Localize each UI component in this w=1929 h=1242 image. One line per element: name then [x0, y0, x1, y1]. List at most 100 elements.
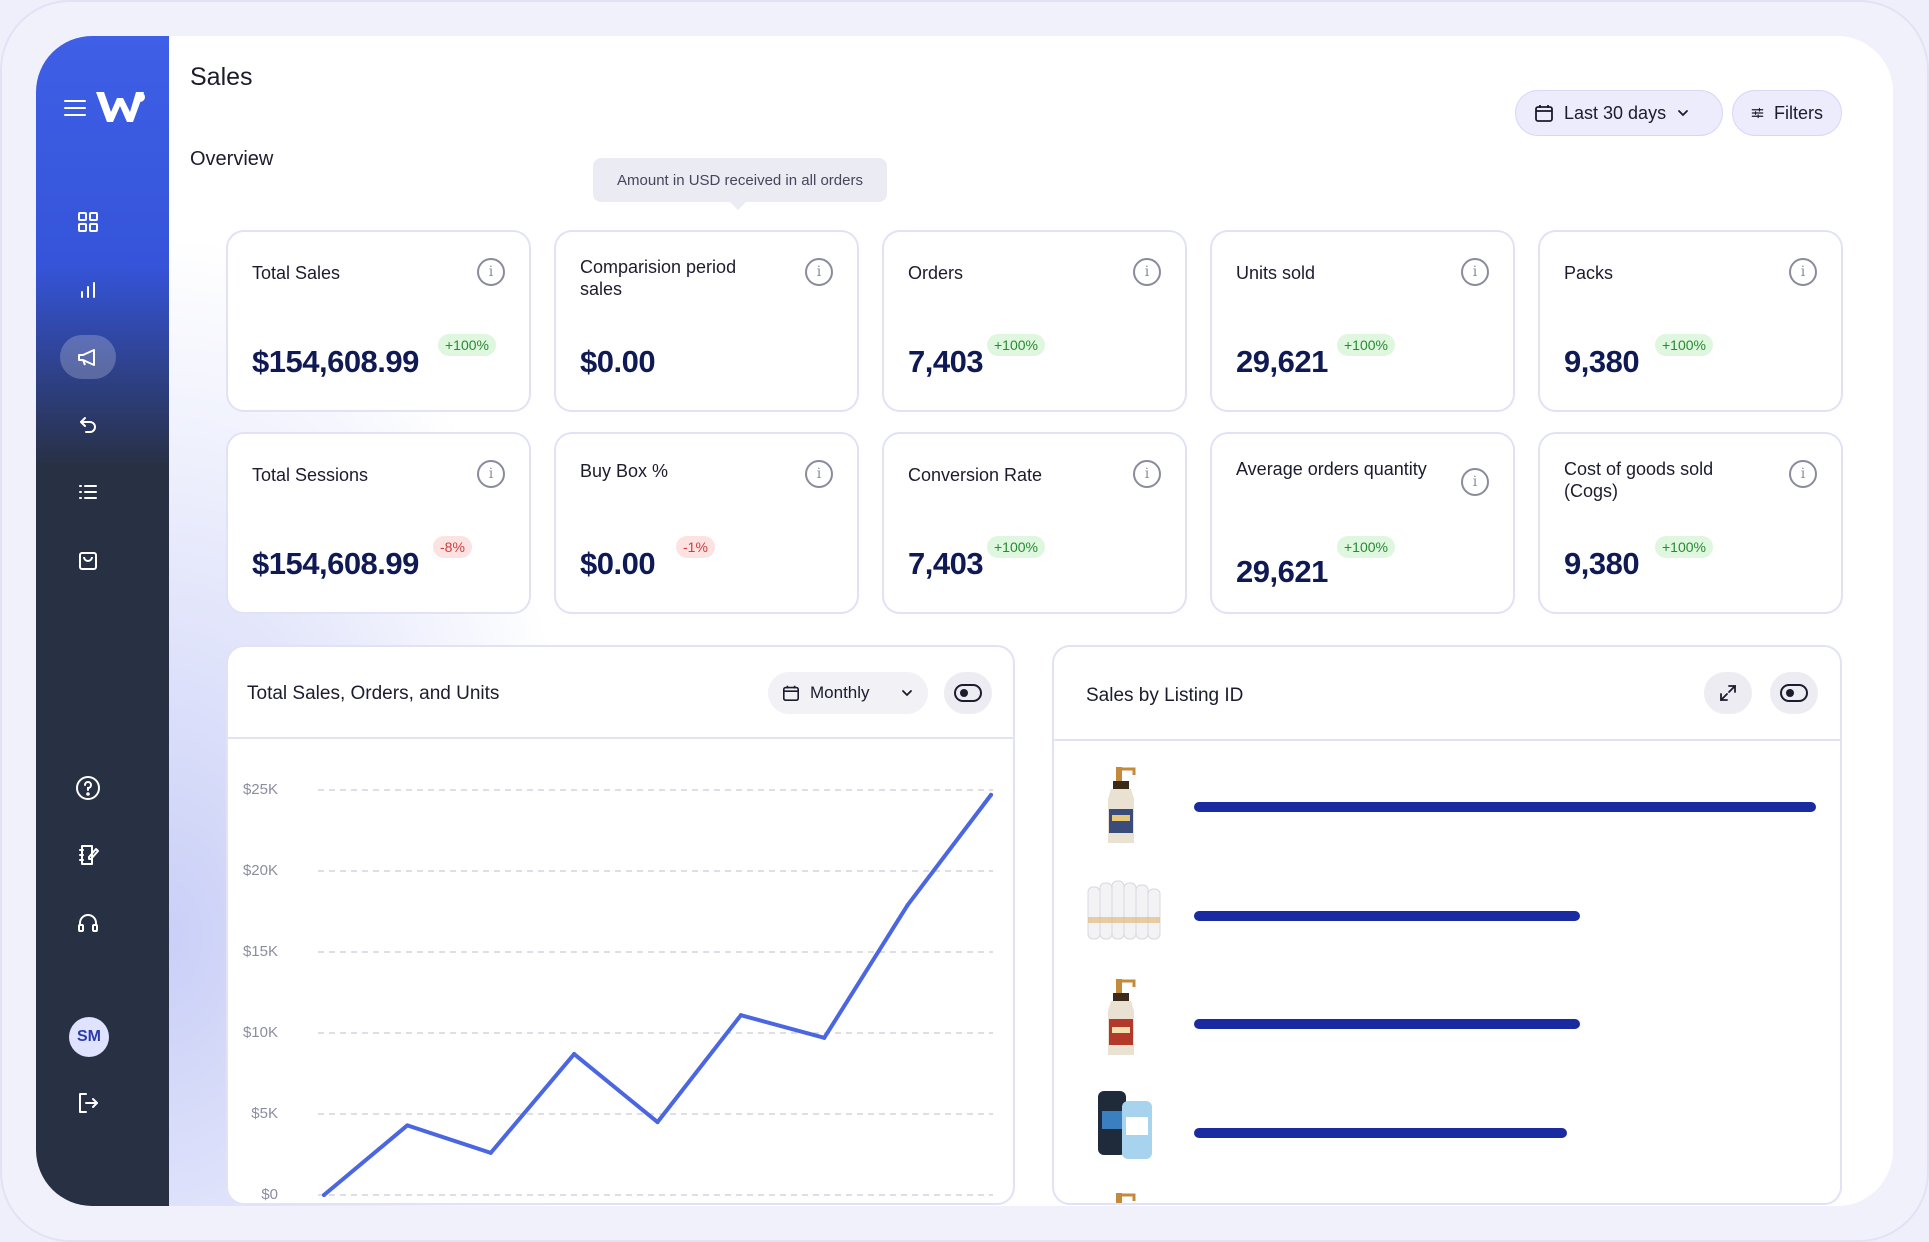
metric-value: $154,608.99: [252, 546, 419, 581]
nav-orders[interactable]: [60, 538, 116, 582]
change-badge: +100%: [987, 536, 1045, 558]
metric-label: Packs: [1564, 263, 1614, 283]
change-badge: +100%: [438, 334, 496, 356]
metric-card-buy-box[interactable]: Buy Box % i $0.00 -1%: [554, 432, 859, 614]
metric-card-average-orders-quantity[interactable]: Average orders quantity i 29,621 +100%: [1210, 432, 1515, 614]
info-icon[interactable]: i: [1461, 258, 1489, 286]
chart-visibility-toggle[interactable]: [944, 672, 992, 714]
metric-card-total-sessions[interactable]: Total Sessions i $154,608.99 -8%: [226, 432, 531, 614]
product-thumbnail-partial: [1116, 1193, 1136, 1203]
panel-divider: [228, 737, 1013, 739]
metric-label: Total Sales: [252, 263, 341, 283]
metric-card-packs[interactable]: Packs i 9,380 +100%: [1538, 230, 1843, 412]
data-point: [405, 1123, 410, 1128]
nav-logout[interactable]: [60, 1081, 116, 1125]
metric-value: $0.00: [580, 344, 656, 379]
metric-card-total-sales[interactable]: Total Sales i $154,608.99 +100%: [226, 230, 531, 412]
info-icon[interactable]: i: [1789, 460, 1817, 488]
metric-label: Buy Box %: [580, 461, 669, 481]
y-tick-label: $15K: [242, 943, 278, 960]
return-icon: [80, 417, 96, 433]
change-badge: +100%: [1655, 334, 1713, 356]
metric-card-units-sold[interactable]: Units sold i 29,621 +100%: [1210, 230, 1515, 412]
metric-card-conversion-rate[interactable]: Conversion Rate i 7,403 +100%: [882, 432, 1187, 614]
metric-label: Cost of goods sold (Cogs): [1564, 459, 1714, 501]
change-badge: +100%: [1337, 334, 1395, 356]
info-icon[interactable]: i: [805, 258, 833, 286]
info-icon[interactable]: i: [1133, 258, 1161, 286]
listing-bar: [1194, 1019, 1580, 1029]
data-point: [488, 1150, 493, 1155]
change-badge: +100%: [1337, 536, 1395, 558]
date-range-button[interactable]: Last 30 days: [1515, 90, 1723, 136]
expand-button[interactable]: [1704, 672, 1752, 714]
metric-card-comparison-sales[interactable]: Comparision period sales i $0.00: [554, 230, 859, 412]
data-point: [322, 1193, 326, 1197]
nav-notes[interactable]: [60, 833, 116, 877]
nav-dashboard[interactable]: [60, 200, 116, 244]
chevron-down-icon: [902, 690, 912, 697]
info-icon[interactable]: i: [1789, 258, 1817, 286]
headset-icon: [78, 914, 98, 932]
metric-value: 9,380: [1564, 546, 1640, 581]
metric-value: 7,403: [908, 344, 984, 379]
product-thumbnail-lotion-pack: [1087, 880, 1161, 940]
metric-label: Total Sessions: [252, 465, 369, 485]
nav-support[interactable]: [60, 901, 116, 945]
dashboard-icon: [78, 212, 98, 232]
avatar[interactable]: SM: [69, 1017, 109, 1057]
change-badge: -8%: [433, 536, 472, 558]
y-tick-label: $5K: [251, 1105, 278, 1122]
info-icon[interactable]: i: [1461, 468, 1489, 496]
listing-visibility-toggle[interactable]: [1770, 672, 1818, 714]
sidebar: SM: [36, 36, 169, 1206]
product-thumbnail-syrup: [1108, 767, 1136, 843]
nav-list[interactable]: [60, 470, 116, 514]
info-icon[interactable]: i: [805, 460, 833, 488]
listing-title: Sales by Listing ID: [1086, 685, 1244, 706]
date-range-label: Last 30 days: [1564, 102, 1667, 123]
metric-card-orders[interactable]: Orders i 7,403 +100%: [882, 230, 1187, 412]
chevron-down-icon: [1678, 110, 1688, 117]
nav-help[interactable]: [60, 766, 116, 810]
toggle-icon: [1780, 684, 1808, 702]
logout-icon: [79, 1093, 98, 1113]
brand-logo: [96, 92, 145, 122]
metric-card-cogs[interactable]: Cost of goods sold (Cogs) i 9,380 +100%: [1538, 432, 1843, 614]
nav-returns[interactable]: [60, 403, 116, 447]
shopping-bag-icon: [79, 552, 97, 570]
metric-label: Units sold: [1236, 263, 1316, 283]
y-tick-label: $10K: [242, 1024, 278, 1041]
list-icon: [79, 485, 97, 499]
product-thumbnail-syrup-red: [1108, 979, 1136, 1055]
filters-button[interactable]: Filters: [1732, 90, 1842, 136]
calendar-icon: [1535, 105, 1553, 122]
info-icon[interactable]: i: [477, 258, 505, 286]
change-badge: -1%: [676, 536, 715, 558]
y-tick-label: $20K: [242, 862, 278, 879]
nav-analytics[interactable]: [60, 268, 116, 312]
data-point: [572, 1052, 577, 1057]
metric-label: Orders: [908, 263, 964, 283]
metric-value: $154,608.99: [252, 344, 419, 379]
expand-icon: [1720, 685, 1736, 701]
metric-label: Comparision period sales: [580, 257, 737, 299]
period-dropdown[interactable]: Monthly: [768, 672, 928, 714]
panel-divider: [1054, 739, 1840, 741]
metric-value: 7,403: [908, 546, 984, 581]
info-icon[interactable]: i: [1133, 460, 1161, 488]
change-badge: +100%: [1655, 536, 1713, 558]
y-tick-label: $25K: [242, 781, 278, 798]
bar-chart-icon: [81, 282, 95, 298]
page-title: Sales: [190, 63, 253, 91]
listing-bar: [1194, 1128, 1568, 1138]
data-point: [905, 903, 910, 908]
nav-marketing[interactable]: [60, 335, 116, 379]
y-tick-label: $0: [261, 1186, 278, 1203]
info-icon[interactable]: i: [477, 460, 505, 488]
data-point: [738, 1013, 743, 1018]
hamburger-menu-icon[interactable]: [64, 100, 86, 118]
change-badge: +100%: [987, 334, 1045, 356]
filters-label: Filters: [1774, 102, 1823, 123]
overview-heading: Overview: [190, 148, 274, 170]
